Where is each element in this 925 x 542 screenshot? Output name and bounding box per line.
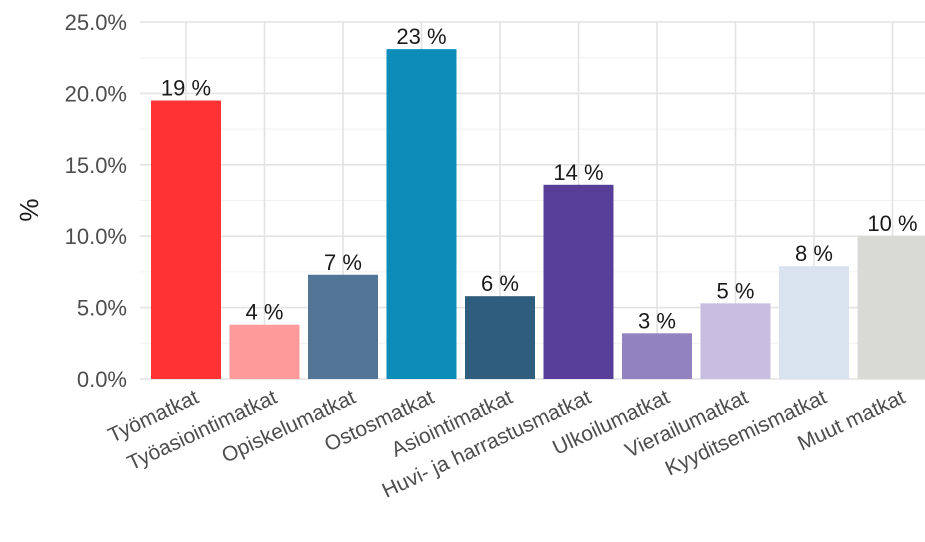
y-tick-label: 20.0% [65,81,127,106]
bar [465,296,535,379]
bar-value-label: 3 % [638,308,676,333]
bar-value-label: 7 % [324,250,362,275]
bar-value-label: 4 % [246,300,284,325]
bar [857,236,925,379]
bar [151,100,221,379]
bar-value-label: 19 % [161,76,211,101]
y-tick-label: 10.0% [65,224,127,249]
y-tick-label: 0.0% [77,367,127,392]
bar [543,184,614,379]
bars [151,49,925,380]
bar-value-label: 8 % [795,241,833,266]
bar [700,303,771,379]
bar [308,274,378,379]
bar-value-label: 5 % [717,278,755,303]
bar [229,324,300,379]
bar-value-label: 23 % [396,24,446,49]
y-axis-title: % [14,198,44,221]
bar [779,266,849,379]
x-axis-category-labels: TyömatkatTyöasiointimatkatOpiskelumatkat… [105,386,909,503]
y-tick-label: 15.0% [65,153,127,178]
y-axis-tick-labels: 0.0% 5.0% 10.0% 15.0% 20.0% 25.0% [65,10,127,392]
y-tick-label: 5.0% [77,296,127,321]
bar [622,333,692,379]
bar-value-label: 10 % [867,211,917,236]
bar [386,49,457,380]
bar-value-label: 14 % [553,160,603,185]
data-labels: 19 % 4 % 7 % 23 % 6 % 14 % 3 % 5 % 8 % 10 % [161,24,918,333]
y-tick-label: 25.0% [65,10,127,35]
bar-value-label: 6 % [481,271,519,296]
